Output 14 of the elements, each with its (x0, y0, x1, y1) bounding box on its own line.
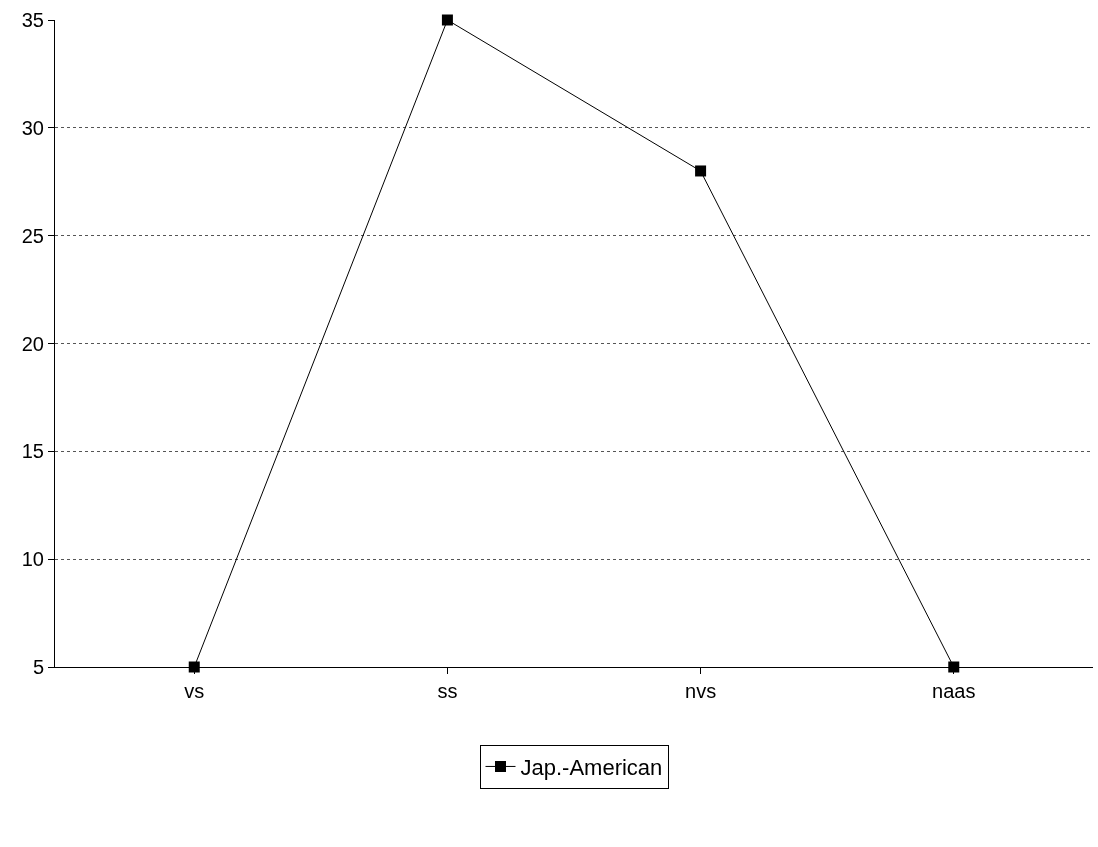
x-tick-label: vs (184, 680, 205, 702)
y-tick-label: 25 (21, 224, 44, 247)
legend-label: Jap.-American (520, 755, 663, 781)
point (441, 14, 453, 26)
point (695, 165, 707, 177)
y-tick-label: 35 (21, 9, 44, 31)
y-tick-label: 20 (21, 332, 44, 355)
y-tick-label: 15 (21, 440, 44, 463)
x-tick-label: nvs (685, 680, 717, 702)
x-tick-label: ss (437, 680, 458, 702)
y-tick-label: 10 (21, 548, 44, 571)
x-tick-label: naas (932, 680, 976, 702)
y-tick-label: 5 (32, 656, 44, 678)
y-tick-label: 30 (21, 116, 44, 139)
